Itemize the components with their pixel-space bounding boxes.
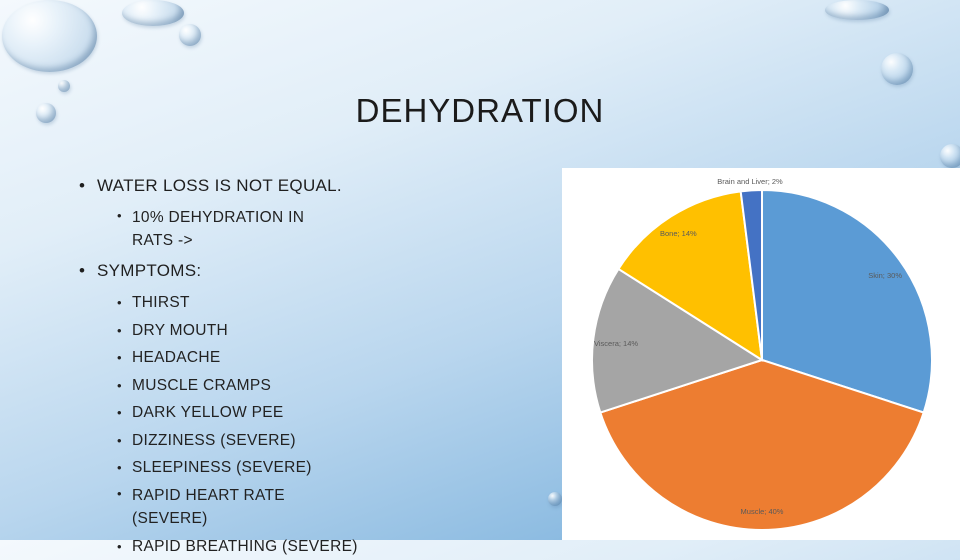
water-drop: [179, 24, 201, 46]
pie-slice-label: Bone; 14%: [660, 229, 697, 238]
water-drop: [940, 144, 960, 168]
bullet-item: WATER LOSS IS NOT EQUAL. 10% DEHYDRATION…: [77, 168, 377, 255]
sub-bullet-item: SLEEPINESS (SEVERE): [97, 454, 377, 482]
sub-bullet-text: DARK YELLOW PEE: [132, 404, 284, 421]
water-drop: [58, 80, 70, 92]
sub-bullet-item: DIZZINESS (SEVERE): [97, 427, 377, 455]
water-drop: [825, 0, 889, 20]
slide-title: DEHYDRATION: [0, 92, 960, 130]
sub-bullet-text: RAPID HEART RATE (SEVERE): [132, 487, 285, 527]
sub-bullet-text: SLEEPINESS (SEVERE): [132, 459, 312, 476]
pie-chart: Skin; 30% Muscle; 40% Viscera; 14% Bone; 14…: [562, 168, 960, 540]
bullet-text: WATER LOSS IS NOT EQUAL.: [97, 176, 342, 195]
sub-bullet-text: RAPID BREATHING (SEVERE): [132, 538, 358, 555]
sub-bullet-item: DARK YELLOW PEE: [97, 399, 377, 427]
pie-slice-label: Skin; 30%: [868, 271, 902, 280]
pie-slice-label: Muscle; 40%: [741, 507, 784, 516]
sub-bullet-item: 10% DEHYDRATION IN RATS ->: [97, 204, 332, 255]
water-drop: [881, 53, 913, 85]
pie-chart-svg: Skin; 30% Muscle; 40% Viscera; 14% Bone; 14…: [562, 168, 960, 540]
sub-bullet-text: DIZZINESS (SEVERE): [132, 432, 296, 449]
sub-bullet-text: THIRST: [132, 294, 190, 311]
sub-bullet-list: THIRST DRY MOUTH HEADACHE MUSCLE CRAMPS …: [97, 289, 377, 560]
water-drop: [548, 492, 562, 506]
bullet-item: SYMPTOMS: THIRST DRY MOUTH HEADACHE MUSC…: [77, 253, 377, 560]
water-drop: [122, 0, 184, 26]
sub-bullet-item: THIRST: [97, 289, 377, 317]
sub-bullet-text: MUSCLE CRAMPS: [132, 377, 271, 394]
pie-slice-label: Brain and Liver; 2%: [717, 177, 783, 186]
pie-slice-label: Viscera; 14%: [594, 339, 638, 348]
bullet-text: SYMPTOMS:: [97, 261, 201, 280]
sub-bullet-item: RAPID HEART RATE (SEVERE): [97, 482, 322, 533]
sub-bullet-text: DRY MOUTH: [132, 322, 228, 339]
water-drop: [2, 0, 97, 72]
sub-bullet-item: RAPID BREATHING (SEVERE): [97, 533, 432, 560]
sub-bullet-text: HEADACHE: [132, 349, 221, 366]
sub-bullet-item: MUSCLE CRAMPS: [97, 372, 377, 400]
sub-bullet-item: HEADACHE: [97, 344, 377, 372]
sub-bullet-text: 10% DEHYDRATION IN RATS ->: [132, 209, 304, 249]
bullet-list: WATER LOSS IS NOT EQUAL. 10% DEHYDRATION…: [77, 168, 377, 560]
sub-bullet-list: 10% DEHYDRATION IN RATS ->: [97, 204, 377, 255]
sub-bullet-item: DRY MOUTH: [97, 317, 377, 345]
